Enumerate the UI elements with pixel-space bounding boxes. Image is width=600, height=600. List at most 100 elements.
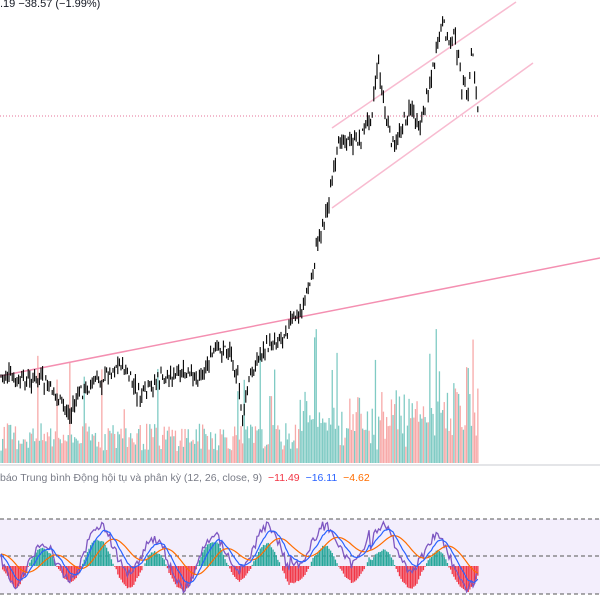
long-trendline [0,257,600,377]
volume-bar [77,440,79,463]
histogram-bar [256,554,258,566]
volume-bar [86,431,89,463]
histogram-bar [459,566,461,587]
histogram-bar [398,566,401,577]
volume-bar [366,411,369,463]
histogram-bar [165,564,167,566]
volume-bar [5,448,7,463]
histogram-bar [395,566,397,569]
histogram-bar [403,566,405,584]
volume-bar [149,424,151,463]
histogram-bar [115,566,117,570]
histogram-bar [48,552,50,566]
histogram-bar [294,566,297,583]
volume-bar [389,425,391,463]
histogram-bar [192,566,194,579]
volume-bar [83,376,85,463]
histogram-bar [189,566,191,586]
volume-bar [272,425,274,463]
volume-bar [278,429,281,463]
volume-bar [234,426,236,463]
histogram-bar [451,566,453,575]
volume-bar [230,450,233,463]
macd-legend-name: báo Trung bình Động hội tụ và phân kỳ (1… [0,472,263,484]
volume-bar [102,450,105,463]
volume-bar [384,438,386,463]
volume-bar [333,407,335,463]
volume-bar [355,412,357,463]
histogram-bar [304,566,306,575]
volume-bar [442,410,444,463]
histogram-bar [440,552,442,566]
volume-bar [101,369,103,463]
histogram-bar [429,558,431,566]
volume-bar [134,444,137,463]
volume-bar [224,437,226,463]
histogram-bar [362,566,364,572]
histogram-bar [448,566,450,568]
histogram-bar [102,541,105,566]
volume-bar [10,424,12,463]
histogram-bar [240,566,242,581]
histogram-bar [67,566,69,582]
histogram-bar [144,563,146,566]
volume-bar [459,405,461,463]
histogram-bar [184,566,186,592]
histogram-bar [435,550,437,566]
volume-bar [378,416,380,463]
volume-bar [406,425,409,463]
histogram-bar [291,566,293,583]
histogram-bar [323,546,325,566]
histogram-bar [42,547,44,566]
histogram-bar [282,566,284,571]
volume-bar [93,435,95,463]
volume-bar [237,391,239,463]
volume-bar [259,352,261,463]
price-header: .19 −38.57 (−1.99%) [0,0,100,10]
histogram-bar [139,566,141,573]
histogram-bar [112,563,114,566]
volume-bar [32,428,34,463]
volume-bar [291,442,293,463]
volume-bar [222,429,225,463]
histogram-bar [315,554,317,566]
histogram-bar [302,566,305,577]
histogram-bar [474,566,476,584]
histogram-bar [38,548,41,566]
histogram-bar [214,542,217,566]
histogram-bar [269,544,271,566]
volume-bar [450,418,452,463]
volume-bar [240,426,242,463]
histogram-bar [333,556,335,566]
volume-bar [208,449,210,463]
volume-bar [381,392,383,463]
histogram-bar [58,566,60,570]
histogram-bar [371,560,373,566]
volume-bar [341,411,343,463]
histogram-bar [197,564,199,566]
volume-bar [251,426,253,463]
histogram-bar [410,566,412,589]
histogram-bar [326,545,329,566]
histogram-bar [414,566,417,586]
volume-bar [98,441,100,463]
volume-bar [267,444,269,463]
volume-bar [376,449,378,463]
histogram-bar [250,566,252,569]
volume-bar [107,428,109,463]
volume-bar [227,448,229,463]
volume-bar [174,430,177,463]
volume-bar [117,431,119,463]
histogram-bar [30,559,33,566]
histogram-bar [62,566,65,577]
volume-bar [400,415,402,463]
volume-bar [80,443,82,463]
histogram-bar [384,549,386,566]
histogram-bar [430,557,433,566]
volume-bar [315,329,317,463]
histogram-bar [443,557,445,566]
volume-bar [29,432,31,463]
volume-bar [195,429,197,463]
histogram-bar [160,555,162,566]
